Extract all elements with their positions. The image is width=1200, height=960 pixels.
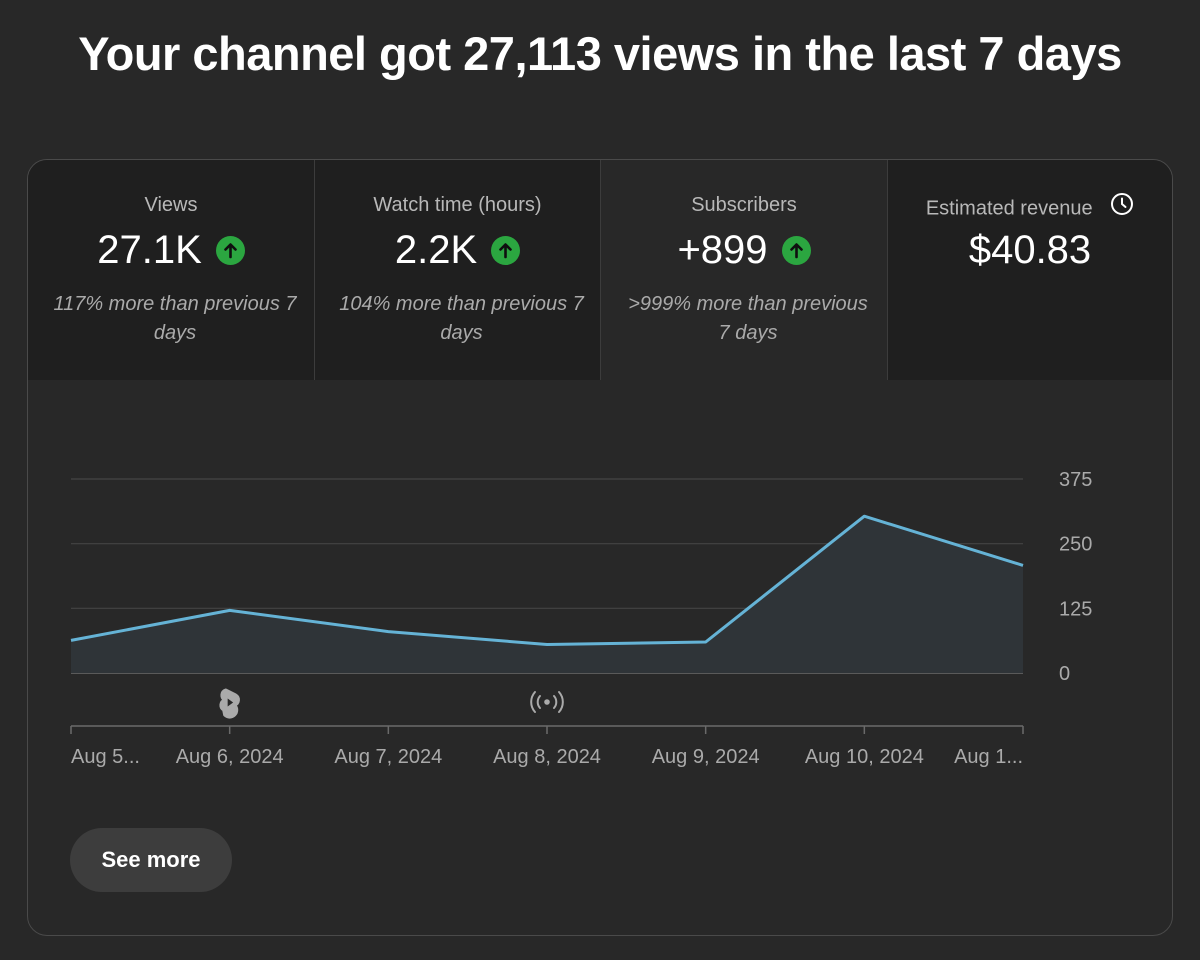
page-title: Your channel got 27,113 views in the las… bbox=[78, 27, 1122, 80]
metric-value: +899 bbox=[677, 228, 768, 272]
metric-tab-watch-time[interactable]: Watch time (hours) 2.2K 104% more than p… bbox=[315, 160, 601, 380]
metric-value: $40.83 bbox=[968, 228, 1092, 272]
metric-label: Subscribers bbox=[691, 194, 797, 216]
metric-tab-revenue[interactable]: Estimated revenue $40.83 bbox=[888, 160, 1172, 380]
metric-value: 27.1K bbox=[97, 228, 202, 272]
metric-comparison: 117% more than previous 7 days bbox=[53, 293, 297, 344]
x-tick-label: Aug 9, 2024 bbox=[652, 746, 760, 768]
live-broadcast-icon[interactable] bbox=[530, 691, 564, 713]
analytics-card: Views 27.1K 117% more than previous 7 da… bbox=[27, 159, 1173, 936]
series-area bbox=[71, 516, 1023, 673]
y-tick-label: 250 bbox=[1059, 534, 1092, 556]
shorts-icon[interactable] bbox=[219, 688, 240, 719]
y-tick-label: 0 bbox=[1059, 663, 1070, 685]
x-tick-label: Aug 1... bbox=[954, 746, 1023, 768]
metric-tab-views[interactable]: Views 27.1K 117% more than previous 7 da… bbox=[28, 160, 315, 380]
x-tick-label: Aug 8, 2024 bbox=[493, 746, 601, 768]
metric-label: Watch time (hours) bbox=[373, 194, 542, 216]
y-tick-label: 375 bbox=[1059, 469, 1092, 491]
arrow-up-icon bbox=[215, 236, 245, 265]
metric-label: Estimated revenue bbox=[925, 197, 1093, 220]
x-tick-label: Aug 7, 2024 bbox=[334, 746, 442, 768]
metric-comparison: 104% more than previous 7 days bbox=[339, 293, 584, 344]
see-more-button[interactable]: See more bbox=[70, 828, 232, 892]
views-chart: 375 250 125 0 Aug 5... Aug 6, 2024 Aug 7, 202… bbox=[70, 469, 1092, 768]
metric-tab-subscribers[interactable]: Subscribers +899 >999% more than previou… bbox=[601, 160, 888, 380]
chart-area: 375 250 125 0 Aug 5... Aug 6, 2024 Aug 7, 202… bbox=[28, 380, 1172, 800]
arrow-up-icon bbox=[781, 236, 811, 265]
metric-comparison: >999% more than previous 7 days bbox=[628, 293, 868, 344]
y-tick-label: 125 bbox=[1059, 598, 1092, 620]
metric-value: 2.2K bbox=[394, 228, 478, 272]
x-tick-label: Aug 5... bbox=[71, 746, 140, 768]
series-line bbox=[70, 514, 1024, 646]
metric-tabs: Views 27.1K 117% more than previous 7 da… bbox=[28, 160, 1172, 380]
x-tick-label: Aug 6, 2024 bbox=[176, 746, 284, 768]
metric-label: Views bbox=[144, 194, 198, 216]
metric-label-row: Estimated revenue bbox=[888, 192, 1172, 224]
x-tick-label: Aug 10, 2024 bbox=[805, 746, 924, 768]
clock-icon[interactable] bbox=[1110, 192, 1134, 222]
arrow-up-icon bbox=[491, 236, 521, 265]
